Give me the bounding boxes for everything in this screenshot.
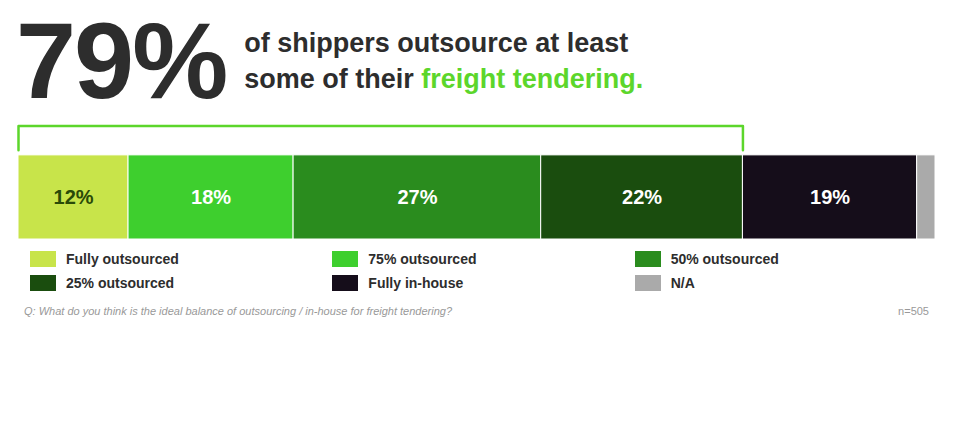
html-text:50% outsourced: 50% outsourced — [670, 250, 779, 267]
svg-text:18%: 18% — [191, 185, 231, 207]
html-text:of shippers outsource at least: of shippers outsource at least — [244, 27, 629, 58]
html-text:Q: What do you think is the id: Q: What do you think is the ideal balanc… — [24, 304, 452, 317]
svg-text:27%: 27% — [397, 185, 437, 207]
html-text:Fully outsourced: Fully outsourced — [66, 250, 179, 267]
html-text:n=505: n=505 — [898, 304, 929, 317]
html-text:25% outsourced: 25% outsourced — [66, 274, 175, 291]
html-text:75% outsourced: 75% outsourced — [368, 250, 477, 267]
html-text:N/A: N/A — [670, 274, 695, 291]
svg-text:12%: 12% — [54, 185, 94, 207]
svg-text:19%: 19% — [810, 185, 850, 207]
html-text:some of their freight tenderin: some of their freight tendering. — [244, 64, 644, 95]
svg-text:22%: 22% — [622, 185, 662, 207]
html-text:79%: 79% — [16, 0, 227, 121]
html-text:Fully in-house: Fully in-house — [368, 274, 464, 291]
